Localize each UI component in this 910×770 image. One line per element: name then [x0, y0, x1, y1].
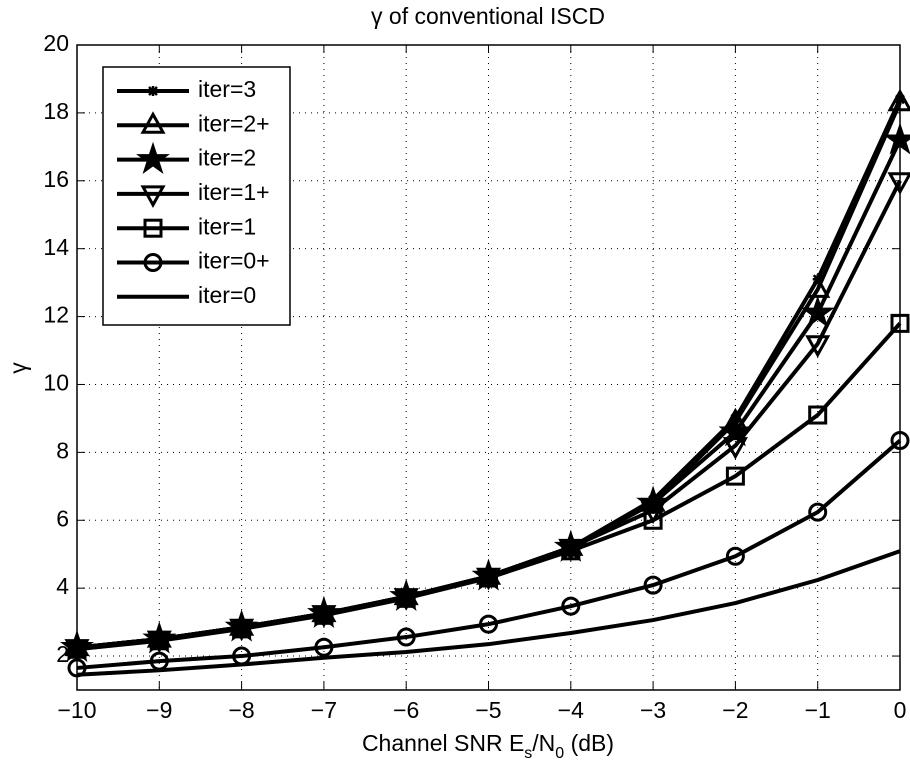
- legend-marker: [140, 185, 166, 208]
- x-tick-label: −3: [640, 697, 666, 723]
- legend-label: iter=1: [198, 213, 256, 239]
- legend-label: iter=2: [198, 145, 256, 171]
- data-point: [805, 335, 831, 358]
- data-point: [890, 313, 910, 333]
- y-tick-label: 2: [56, 641, 69, 667]
- x-tick-label: −7: [311, 697, 337, 723]
- legend-label: iter=0: [198, 282, 256, 308]
- x-tick-label: −9: [146, 697, 172, 723]
- y-tick-label: 16: [43, 166, 69, 192]
- series-line: [76, 549, 901, 677]
- data-point: [648, 494, 659, 505]
- x-axis-label-part: /N: [532, 730, 555, 756]
- x-axis-label-part: s: [524, 745, 532, 762]
- y-tick-label: 14: [43, 234, 69, 260]
- chart-title: γ of conventional ISCD: [371, 3, 605, 29]
- data-point: [883, 122, 910, 155]
- legend-marker: [140, 111, 166, 134]
- data-point: [725, 546, 745, 566]
- series-line: [76, 438, 902, 670]
- data-point: [887, 88, 910, 112]
- data-point: [643, 575, 663, 595]
- legend-label: iter=3: [198, 76, 256, 102]
- y-tick-label: 6: [56, 505, 69, 531]
- legend-marker: [143, 253, 163, 272]
- data-point: [483, 571, 494, 582]
- data-point: [396, 627, 416, 647]
- x-tick-label: −1: [805, 697, 831, 723]
- data-point: [800, 295, 835, 328]
- data-point: [808, 405, 828, 425]
- x-tick-label: −8: [228, 697, 254, 723]
- x-tick-label: −4: [558, 697, 584, 723]
- data-point: [887, 172, 910, 195]
- data-point: [561, 596, 581, 616]
- data-point: [154, 634, 165, 645]
- x-axis-label-part: Channel SNR E: [362, 730, 524, 756]
- y-tick-label: 12: [43, 302, 69, 328]
- legend-marker: [136, 141, 170, 175]
- legend-marker: [148, 86, 158, 96]
- y-tick-label: 20: [43, 30, 69, 56]
- data-point: [895, 94, 905, 105]
- data-point: [725, 466, 745, 486]
- x-axis-label-part: 0: [555, 745, 564, 762]
- legend-marker: [143, 218, 163, 238]
- x-tick-label: 0: [894, 697, 907, 723]
- data-point: [479, 614, 498, 634]
- legend-label: iter=2+: [198, 110, 270, 136]
- x-tick-label: −6: [393, 697, 419, 723]
- y-tick-label: 8: [56, 437, 69, 463]
- y-tick-label: 18: [43, 98, 69, 124]
- data-point: [401, 591, 412, 602]
- data-point: [730, 413, 741, 424]
- x-tick-label: −10: [57, 697, 96, 723]
- x-tick-label: −5: [475, 697, 501, 723]
- legend-label: iter=1+: [198, 179, 270, 205]
- data-point: [236, 622, 247, 633]
- legend-label: iter=0+: [198, 248, 270, 274]
- data-point: [812, 274, 823, 285]
- legend-box: [102, 66, 291, 326]
- y-tick-label: 4: [56, 573, 69, 599]
- data-point: [318, 608, 329, 619]
- data-point: [72, 642, 82, 653]
- plot-frame: [76, 44, 901, 691]
- x-tick-label: −2: [722, 697, 748, 723]
- y-tick-label: 10: [43, 370, 69, 396]
- data-point: [232, 646, 252, 666]
- x-axis-label-part: (dB): [564, 730, 614, 756]
- data-point: [808, 502, 828, 522]
- data-point: [314, 637, 334, 657]
- data-point: [890, 430, 910, 450]
- x-axis-label: Channel SNR Es/N0 (dB): [362, 730, 614, 762]
- data-point: [722, 407, 748, 431]
- y-axis-label: γ: [5, 362, 31, 374]
- data-point: [565, 542, 576, 553]
